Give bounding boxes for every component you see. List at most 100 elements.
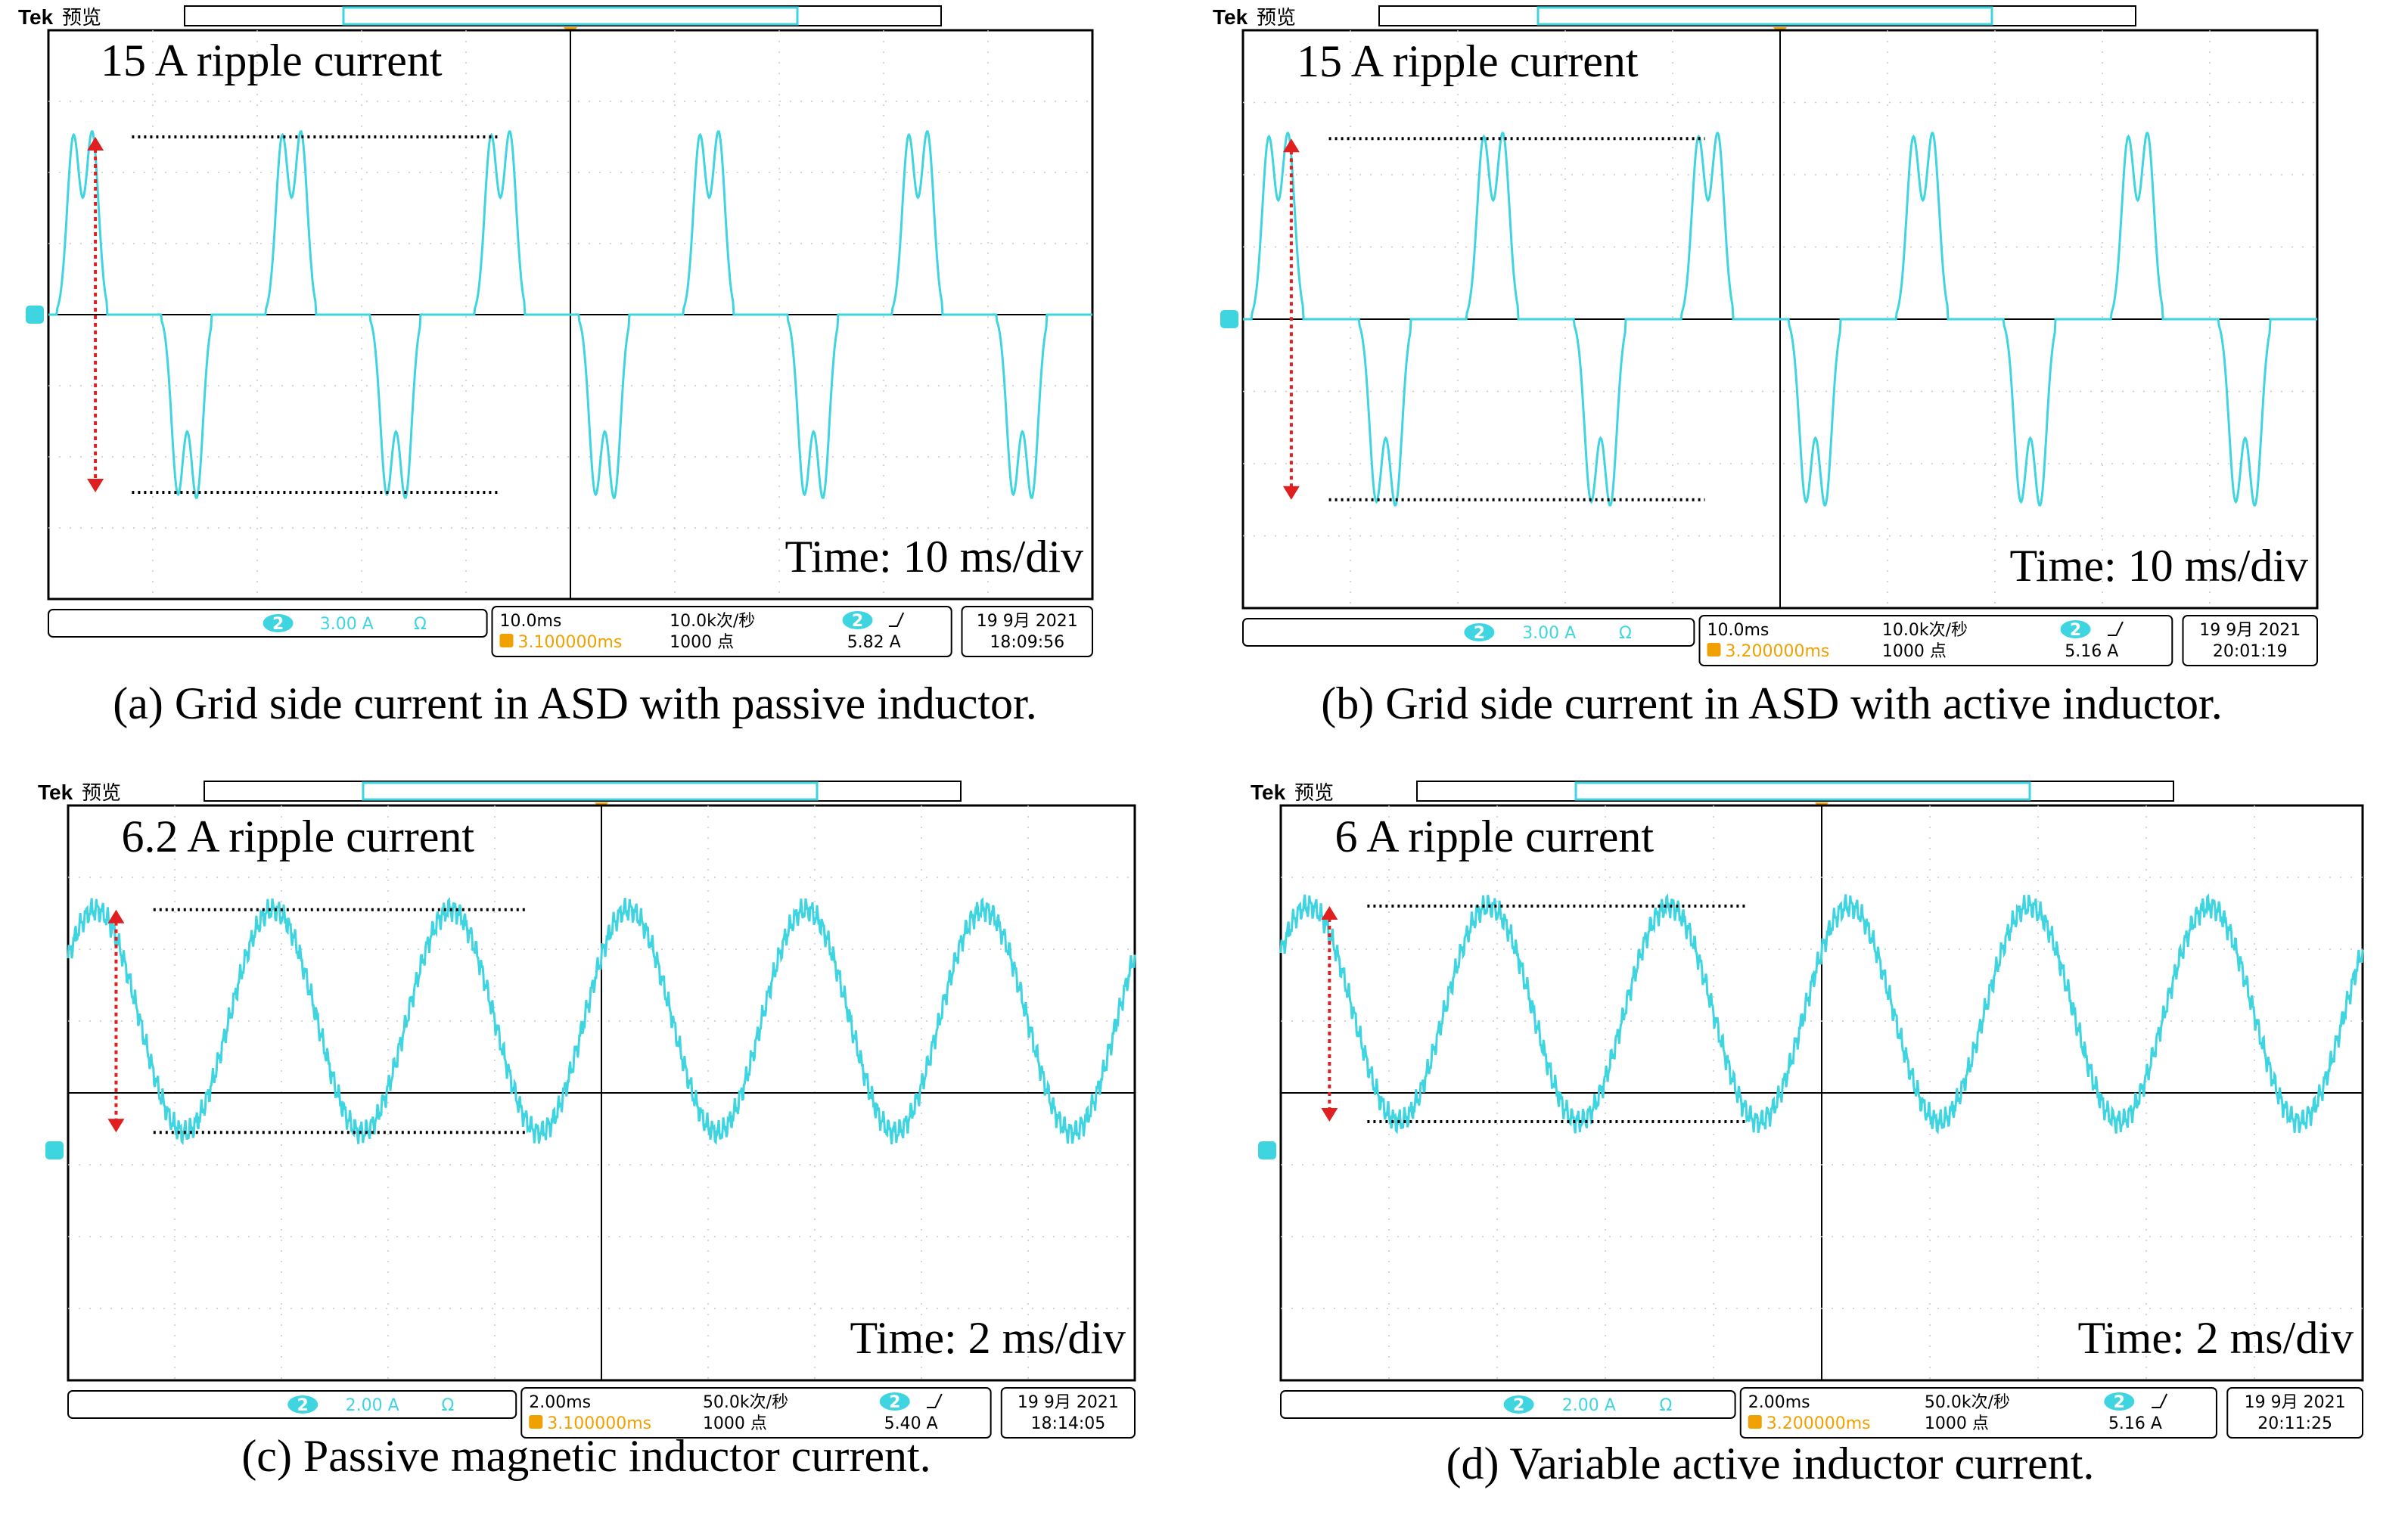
vertical-scale: 3.00 A xyxy=(320,615,374,634)
datetime-box xyxy=(2226,1387,2363,1439)
trigger-slope-icon xyxy=(2152,1393,2168,1408)
scope-panel-c: Tek 预览6.2 A ripple current Time: 2 ms/div 2… xyxy=(38,781,1136,1481)
graticule xyxy=(68,805,1135,1380)
capture-date: 19 9月 2021 xyxy=(1018,1393,1119,1412)
status-bar: 2 2.00 A Ω 2.00ms 50.0k次/秒 2 3.200000ms 1000 点 5… xyxy=(1280,1387,2363,1439)
channel-ground-marker xyxy=(26,306,44,324)
trigger-channel-badge xyxy=(879,1392,910,1411)
timebase: 10.0ms xyxy=(500,612,562,631)
trigger-channel-number: 2 xyxy=(2114,1393,2125,1412)
ripple-label: 15 A ripple current xyxy=(101,36,443,85)
channel-badge xyxy=(1464,623,1495,641)
channel-badge xyxy=(263,614,294,632)
record-window xyxy=(1574,781,2031,801)
datetime-box xyxy=(961,606,1093,657)
coupling-symbol: Ω xyxy=(1660,1396,1673,1415)
ripple-arrow-up xyxy=(107,909,125,923)
trigger-level: 5.82 A xyxy=(847,633,901,652)
trigger-level: 5.16 A xyxy=(2065,642,2118,661)
channel-ground-marker xyxy=(45,1141,64,1159)
trigger-delay-icon xyxy=(1748,1415,1762,1429)
trigger-channel-badge xyxy=(2060,620,2091,638)
capture-date: 19 9月 2021 xyxy=(977,612,1078,631)
current-trace xyxy=(67,896,1136,1146)
ripple-label: 15 A ripple current xyxy=(1297,36,1639,86)
status-bar: 2 3.00 A Ω 10.0ms 10.0k次/秒 2 3.100000ms 1000 点 5… xyxy=(48,606,1093,657)
sample-rate: 10.0k次/秒 xyxy=(1882,621,1968,640)
time-label: Time: 10 ms/div xyxy=(785,532,1083,582)
coupling-symbol: Ω xyxy=(442,1396,455,1415)
record-window xyxy=(1536,6,1993,26)
channel-badge xyxy=(1503,1395,1534,1414)
ripple-label: 6 A ripple current xyxy=(1335,812,1655,861)
trigger-channel-number: 2 xyxy=(889,1393,900,1412)
mode-label: 预览 xyxy=(82,782,121,805)
datetime-box xyxy=(2182,615,2318,666)
panel-caption: (d) Variable active inductor current. xyxy=(1446,1439,2095,1488)
scope-panel-d: Tek 预览6 A ripple current Time: 2 ms/div 2 2.… xyxy=(1251,781,2364,1488)
trigger-channel-number: 2 xyxy=(852,612,863,631)
channel-number: 2 xyxy=(272,615,284,634)
ripple-arrow-down xyxy=(87,479,104,492)
trigger-channel-badge xyxy=(2104,1392,2135,1411)
record-bar xyxy=(1416,781,2174,802)
ripple-arrow-down xyxy=(1282,486,1300,500)
record-bar xyxy=(1378,5,2136,26)
capture-date: 19 9月 2021 xyxy=(2199,621,2301,640)
status-bar: 2 2.00 A Ω 2.00ms 50.0k次/秒 2 3.100000ms 1000 点 5… xyxy=(67,1387,1136,1439)
sample-rate: 10.0k次/秒 xyxy=(670,612,755,631)
trigger-delay-icon xyxy=(1707,643,1721,656)
mode-label: 预览 xyxy=(62,7,101,29)
trigger-delay-icon xyxy=(499,634,514,647)
record-length: 1000 点 xyxy=(670,633,734,652)
trigger-delay: 3.100000ms xyxy=(518,633,623,652)
panel-caption: (a) Grid side current in ASD with passiv… xyxy=(113,678,1036,728)
trigger-level: 5.16 A xyxy=(2108,1414,2162,1433)
status-bar: 2 3.00 A Ω 10.0ms 10.0k次/秒 2 3.200000ms 1000 点 5… xyxy=(1242,615,2318,666)
brand-label: Tek xyxy=(18,5,54,29)
ripple-arrow-up xyxy=(1282,138,1300,153)
ripple-arrow-down xyxy=(1321,1108,1338,1122)
capture-time: 18:14:05 xyxy=(1030,1414,1105,1433)
ripple-label: 6.2 A ripple current xyxy=(122,812,475,861)
record-window xyxy=(342,6,799,26)
timebase: 2.00ms xyxy=(1748,1393,1810,1412)
panel-caption: (b) Grid side current in ASD with active… xyxy=(1321,678,2222,728)
coupling-symbol: Ω xyxy=(1619,624,1632,643)
ripple-arrow-up xyxy=(1321,906,1338,920)
channel-number: 2 xyxy=(1474,624,1485,643)
timebase: 10.0ms xyxy=(1707,621,1769,640)
horizontal-box xyxy=(1698,615,2173,666)
timebase: 2.00ms xyxy=(529,1393,591,1412)
horizontal-box xyxy=(491,606,952,657)
current-trace xyxy=(1243,132,2317,507)
channel-badge xyxy=(287,1395,318,1414)
trigger-channel-badge xyxy=(842,611,873,629)
graticule xyxy=(1281,805,2363,1380)
capture-date: 19 9月 2021 xyxy=(2245,1393,2346,1412)
vertical-scale: 3.00 A xyxy=(1522,624,1576,643)
trigger-level: 5.40 A xyxy=(884,1414,938,1433)
trigger-channel-number: 2 xyxy=(2070,621,2081,640)
trigger-delay-icon xyxy=(529,1415,543,1429)
record-window xyxy=(362,781,819,801)
capture-time: 20:01:19 xyxy=(2213,642,2288,661)
brand-label: Tek xyxy=(38,781,73,804)
brand-label: Tek xyxy=(1251,781,1286,804)
record-length: 1000 点 xyxy=(703,1414,767,1433)
capture-time: 20:11:25 xyxy=(2257,1414,2332,1433)
time-label: Time: 10 ms/div xyxy=(2009,541,2308,591)
ripple-arrow-down xyxy=(107,1119,125,1133)
trigger-slope-icon xyxy=(927,1393,943,1408)
sample-rate: 50.0k次/秒 xyxy=(703,1393,788,1412)
time-label: Time: 2 ms/div xyxy=(850,1313,1126,1363)
panel-caption: (c) Passive magnetic inductor current. xyxy=(241,1431,931,1481)
channel-ground-marker xyxy=(1220,310,1238,328)
datetime-box xyxy=(1000,1387,1136,1439)
trigger-slope-icon xyxy=(2108,621,2124,636)
trigger-delay: 3.200000ms xyxy=(1766,1414,1871,1433)
coupling-symbol: Ω xyxy=(414,615,427,634)
trigger-slope-icon xyxy=(888,612,905,627)
